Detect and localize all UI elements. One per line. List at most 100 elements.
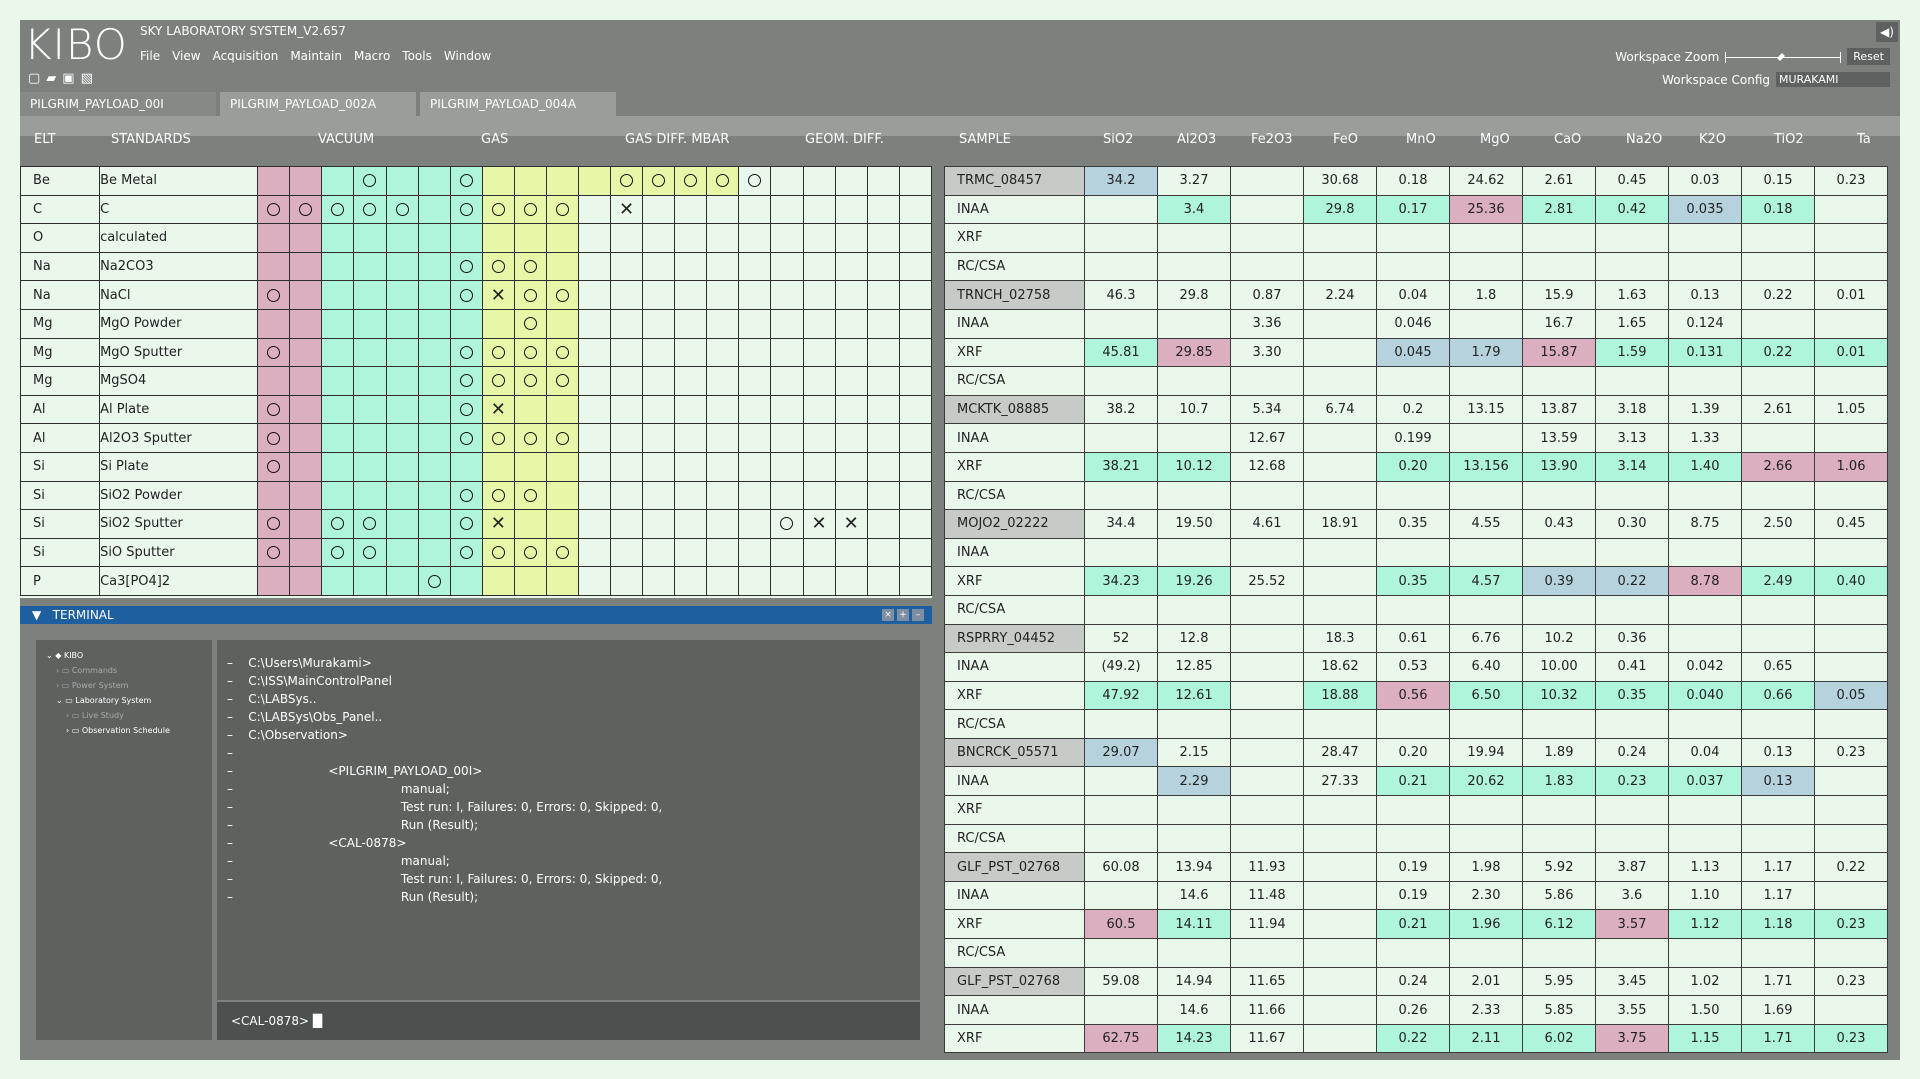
standard-mark-cell[interactable]	[545, 366, 579, 396]
standard-mark-cell[interactable]	[417, 194, 451, 225]
standard-mark-cell[interactable]	[257, 280, 291, 310]
standard-mark-cell[interactable]	[738, 251, 772, 282]
standard-mark-cell[interactable]	[802, 251, 836, 282]
standard-mark-cell[interactable]	[289, 537, 323, 568]
standard-mark-cell[interactable]	[385, 451, 419, 482]
standard-mark-cell[interactable]	[289, 280, 323, 310]
standard-mark-cell[interactable]	[289, 394, 323, 425]
tree-item[interactable]: › ▭ Live Study	[36, 708, 212, 723]
standard-mark-cell[interactable]	[353, 509, 387, 539]
standard-mark-cell[interactable]	[385, 223, 419, 253]
standard-mark-cell[interactable]	[610, 566, 644, 596]
standard-mark-cell[interactable]	[642, 394, 676, 425]
standard-mark-cell[interactable]	[353, 337, 387, 368]
standard-mark-cell[interactable]	[385, 509, 419, 539]
standard-mark-cell[interactable]	[417, 423, 451, 453]
standard-mark-cell[interactable]	[802, 537, 836, 568]
standard-mark-cell[interactable]	[770, 251, 804, 282]
standard-mark-cell[interactable]	[866, 451, 900, 482]
standard-mark-cell[interactable]	[770, 509, 804, 539]
standard-mark-cell[interactable]	[449, 537, 483, 568]
standard-mark-cell[interactable]	[513, 509, 547, 539]
standard-mark-cell[interactable]	[289, 337, 323, 368]
standard-mark-cell[interactable]	[321, 337, 355, 368]
standard-mark-cell[interactable]	[545, 194, 579, 225]
zoom-slider[interactable]	[1725, 50, 1842, 64]
standard-mark-cell[interactable]	[513, 451, 547, 482]
standard-mark-cell[interactable]	[481, 537, 515, 568]
standard-row[interactable]: Si SiO2 Sputter ✕ ✕ ✕	[19, 509, 933, 539]
standard-mark-cell[interactable]	[545, 509, 579, 539]
standard-mark-cell[interactable]	[770, 394, 804, 425]
standard-row[interactable]: Na Na2CO3	[19, 251, 933, 282]
sample-method-row[interactable]: XRF	[944, 223, 1888, 253]
standard-mark-cell[interactable]: ✕	[481, 280, 515, 310]
standard-mark-cell[interactable]	[834, 480, 868, 511]
save-icon[interactable]: ▣	[62, 71, 75, 86]
tree-item[interactable]: › ▭ Commands	[36, 663, 212, 678]
sample-method-row[interactable]: RC/CSA	[944, 366, 1888, 396]
standard-mark-cell[interactable]	[385, 308, 419, 339]
sample-method-row[interactable]: RC/CSA	[944, 938, 1888, 968]
standard-mark-cell[interactable]	[834, 337, 868, 368]
standard-mark-cell[interactable]	[738, 537, 772, 568]
standard-mark-cell[interactable]	[834, 423, 868, 453]
standard-mark-cell[interactable]	[257, 537, 291, 568]
sample-header-row[interactable]: TRMC_08457 34.2 3.27 30.68 0.18 24.62 2.61 0.45…	[944, 166, 1888, 196]
standard-mark-cell[interactable]	[834, 166, 868, 196]
standard-mark-cell[interactable]	[257, 337, 291, 368]
standard-mark-cell[interactable]	[898, 166, 933, 196]
standard-mark-cell[interactable]	[770, 366, 804, 396]
standard-mark-cell[interactable]	[449, 223, 483, 253]
standard-mark-cell[interactable]	[674, 223, 708, 253]
standard-mark-cell[interactable]	[706, 509, 740, 539]
standard-mark-cell[interactable]	[545, 280, 579, 310]
standard-mark-cell[interactable]	[898, 280, 933, 310]
sample-header-row[interactable]: MOJO2_02222 34.4 19.50 4.61 18.91 0.35 4.55 0.4…	[944, 509, 1888, 539]
standard-mark-cell[interactable]	[866, 280, 900, 310]
standard-mark-cell[interactable]	[770, 566, 804, 596]
standard-mark-cell[interactable]	[385, 566, 419, 596]
standard-mark-cell[interactable]	[770, 308, 804, 339]
standard-mark-cell[interactable]	[353, 451, 387, 482]
standard-mark-cell[interactable]	[802, 166, 836, 196]
tree-item[interactable]: ⌄ ▭ Laboratory System	[36, 693, 212, 708]
standard-mark-cell[interactable]	[321, 451, 355, 482]
standard-mark-cell[interactable]	[834, 308, 868, 339]
standard-mark-cell[interactable]	[866, 394, 900, 425]
standard-mark-cell[interactable]	[610, 509, 644, 539]
standard-mark-cell[interactable]	[321, 537, 355, 568]
open-folder-icon[interactable]: ▰	[46, 71, 57, 86]
standard-mark-cell[interactable]	[802, 366, 836, 396]
sample-method-row[interactable]: INAA	[944, 537, 1888, 568]
workspace-config-select[interactable]: MURAKAMI	[1776, 72, 1890, 87]
standard-mark-cell[interactable]	[642, 366, 676, 396]
sample-method-row[interactable]: INAA 3.4 29.8 0.17 25.36 2.81 0.42 0.035 0.18	[944, 194, 1888, 225]
standard-mark-cell[interactable]	[481, 451, 515, 482]
standard-mark-cell[interactable]	[610, 451, 644, 482]
standard-mark-cell[interactable]	[770, 280, 804, 310]
standard-mark-cell[interactable]	[289, 423, 323, 453]
standard-mark-cell[interactable]	[642, 509, 676, 539]
standard-mark-cell[interactable]	[257, 166, 291, 196]
standard-mark-cell[interactable]	[385, 337, 419, 368]
standard-mark-cell[interactable]	[353, 566, 387, 596]
standard-mark-cell[interactable]	[417, 251, 451, 282]
standard-mark-cell[interactable]	[577, 280, 612, 310]
standard-mark-cell[interactable]	[674, 509, 708, 539]
standard-mark-cell[interactable]	[866, 251, 900, 282]
standard-mark-cell[interactable]	[898, 194, 933, 225]
standard-mark-cell[interactable]	[642, 566, 676, 596]
standard-mark-cell[interactable]	[513, 251, 547, 282]
tree-item[interactable]: › ▭ Power System	[36, 678, 212, 693]
standard-mark-cell[interactable]	[257, 566, 291, 596]
standard-mark-cell[interactable]	[545, 337, 579, 368]
standard-mark-cell[interactable]	[898, 480, 933, 511]
standard-mark-cell[interactable]	[866, 223, 900, 253]
standard-mark-cell[interactable]	[577, 166, 612, 196]
standard-mark-cell[interactable]	[738, 480, 772, 511]
standard-mark-cell[interactable]	[674, 308, 708, 339]
standard-mark-cell[interactable]	[642, 280, 676, 310]
menu-maintain[interactable]: Maintain	[290, 49, 342, 63]
standard-mark-cell[interactable]	[738, 308, 772, 339]
